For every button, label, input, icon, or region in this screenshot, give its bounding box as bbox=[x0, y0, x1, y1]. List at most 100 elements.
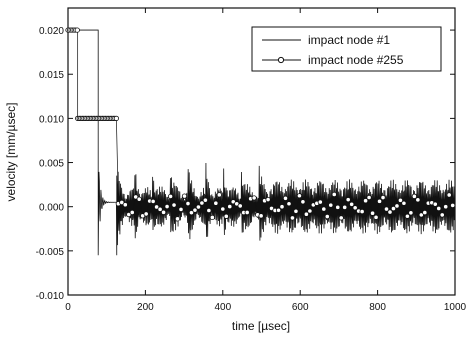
legend-label-series-2: impact node #255 bbox=[308, 53, 404, 67]
series-point-impact-node-255 bbox=[401, 200, 407, 206]
series-point-impact-node-255 bbox=[122, 202, 128, 208]
series-point-impact-node-255 bbox=[282, 195, 289, 201]
series-point-impact-node-255 bbox=[237, 203, 243, 209]
y-tick-label: 0.020 bbox=[39, 26, 64, 37]
series-point-impact-node-255 bbox=[150, 198, 156, 205]
series-point-impact-node-255 bbox=[129, 209, 135, 216]
series-point-impact-node-255 bbox=[387, 209, 393, 215]
x-tick-label: 800 bbox=[369, 302, 386, 313]
series-point-impact-node-255 bbox=[164, 203, 170, 210]
series-point-impact-node-255 bbox=[133, 194, 139, 200]
series-point-impact-node-255 bbox=[376, 198, 383, 204]
series-point-impact-node-255 bbox=[136, 196, 142, 202]
x-tick-label: 0 bbox=[65, 302, 71, 313]
series-point-impact-node-255 bbox=[251, 195, 257, 201]
series-point-impact-node-255 bbox=[369, 210, 376, 216]
y-axis-ticks: -0.010 -0.005 0.000 0.005 0.010 0.015 0.020 bbox=[36, 26, 455, 302]
series-point-impact-node-255 bbox=[181, 193, 188, 199]
y-tick-label: 0.015 bbox=[39, 70, 64, 81]
series-layer bbox=[65, 27, 456, 256]
y-tick-label: 0.005 bbox=[39, 159, 64, 170]
series-point-impact-node-255 bbox=[216, 192, 222, 198]
series-point-impact-node-255 bbox=[362, 198, 369, 204]
series-point-impact-node-255 bbox=[265, 196, 271, 203]
series-point-impact-node-255 bbox=[359, 209, 365, 215]
series-point-impact-node-255 bbox=[408, 210, 414, 216]
series-point-impact-node-255 bbox=[275, 207, 282, 213]
series-point-impact-node-255 bbox=[432, 201, 438, 207]
series-point-impact-node-255 bbox=[303, 211, 309, 217]
series-point-impact-node-255 bbox=[324, 213, 330, 220]
x-axis-ticks: 0 200 400 600 800 1000 bbox=[65, 8, 467, 313]
x-tick-label: 600 bbox=[292, 302, 309, 313]
y-tick-label: -0.010 bbox=[36, 291, 65, 302]
series-point-impact-node-255 bbox=[411, 193, 417, 199]
series-point-impact-node-255 bbox=[202, 197, 208, 203]
series-point-impact-node-255 bbox=[286, 201, 292, 207]
series-point-impact-node-255 bbox=[178, 206, 184, 212]
series-point-impact-node-255 bbox=[380, 194, 386, 201]
series-point-impact-node-255 bbox=[195, 204, 202, 210]
series-point-impact-node-255 bbox=[321, 206, 327, 212]
x-tick-label: 1000 bbox=[444, 302, 467, 313]
series-point-impact-node-255 bbox=[157, 206, 163, 212]
series-point-impact-node-255 bbox=[113, 115, 119, 121]
legend: impact node #1 impact node #255 bbox=[251, 26, 442, 72]
series-point-impact-node-255 bbox=[446, 192, 452, 198]
series-point-impact-node-255 bbox=[317, 199, 323, 205]
series-point-impact-node-255 bbox=[160, 209, 167, 215]
x-tick-label: 400 bbox=[214, 302, 231, 313]
series-point-impact-node-255 bbox=[328, 202, 334, 208]
series-point-impact-node-255 bbox=[394, 203, 400, 209]
series-point-impact-node-255 bbox=[331, 191, 337, 198]
series-point-impact-node-255 bbox=[404, 213, 410, 219]
series-point-impact-node-255 bbox=[199, 200, 205, 206]
series-point-impact-node-255 bbox=[443, 204, 449, 210]
series-point-impact-node-255 bbox=[436, 205, 442, 212]
series-point-impact-node-255 bbox=[192, 207, 198, 213]
series-point-impact-node-255 bbox=[342, 204, 348, 210]
series-point-impact-node-255 bbox=[244, 209, 250, 216]
series-point-impact-node-255 bbox=[352, 205, 358, 211]
series-point-impact-node-255 bbox=[345, 197, 351, 203]
series-point-impact-node-255 bbox=[174, 216, 181, 222]
series-point-impact-node-255 bbox=[383, 206, 390, 212]
series-point-impact-node-255 bbox=[418, 212, 424, 218]
legend-marker-series-2 bbox=[277, 56, 285, 64]
series-point-impact-node-255 bbox=[213, 200, 219, 206]
series-point-impact-node-255 bbox=[338, 215, 344, 221]
series-point-impact-node-255 bbox=[171, 202, 177, 208]
series-point-impact-node-255 bbox=[390, 206, 397, 212]
series-point-impact-node-255 bbox=[185, 200, 191, 207]
x-tick-label: 200 bbox=[137, 302, 154, 313]
legend-frame bbox=[251, 26, 442, 72]
series-point-impact-node-255 bbox=[258, 213, 264, 219]
series-point-impact-node-255 bbox=[397, 197, 404, 203]
y-tick-label: 0.000 bbox=[39, 203, 64, 214]
series-point-impact-node-255 bbox=[206, 207, 212, 214]
series-point-impact-node-255 bbox=[366, 194, 372, 201]
y-tick-label: 0.010 bbox=[39, 114, 64, 125]
series-point-impact-node-255 bbox=[422, 209, 428, 216]
series-point-impact-node-255 bbox=[143, 211, 149, 217]
series-point-impact-node-255 bbox=[209, 214, 215, 221]
series-line-impact-node-1 bbox=[68, 29, 456, 256]
y-tick-label: -0.005 bbox=[36, 247, 65, 258]
y-axis-label: velocity [mm/µsec] bbox=[4, 103, 18, 202]
series-point-impact-node-255 bbox=[415, 197, 421, 203]
series-point-impact-node-255 bbox=[373, 214, 379, 220]
series-point-impact-node-255 bbox=[188, 210, 195, 216]
series-point-impact-node-255 bbox=[307, 208, 313, 214]
series-point-impact-node-255 bbox=[223, 213, 229, 219]
series-point-impact-node-255 bbox=[300, 199, 306, 205]
series-point-impact-node-255 bbox=[289, 215, 296, 221]
series-point-impact-node-255 bbox=[450, 202, 456, 209]
series-point-impact-node-255 bbox=[439, 212, 445, 218]
series-point-impact-node-255 bbox=[74, 27, 80, 33]
series-point-impact-node-255 bbox=[335, 204, 341, 210]
x-axis-label: time [µsec] bbox=[232, 319, 290, 333]
plot-frame bbox=[67, 7, 456, 296]
series-point-impact-node-255 bbox=[220, 206, 226, 212]
series-point-impact-node-255 bbox=[154, 204, 160, 210]
